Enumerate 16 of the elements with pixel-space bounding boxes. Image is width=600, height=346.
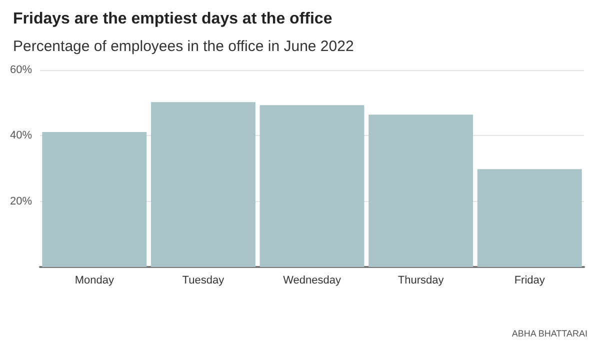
y-tick-label: 20% [10, 195, 32, 208]
y-tick-label: 60% [10, 64, 32, 76]
bar [477, 169, 582, 267]
bar [150, 102, 256, 267]
x-tick-label: Tuesday [182, 274, 225, 286]
text: ABHA BHATTARAI [512, 328, 588, 338]
bar [42, 132, 147, 267]
chart-subtitle: Percentage of employees in the office in June 2022 [13, 38, 354, 55]
x-tick-label: Thursday [398, 274, 444, 286]
chart-title: Fridays are the emptiest days at the office [13, 10, 332, 28]
x-tick-label: Friday [514, 274, 546, 286]
bar [368, 114, 474, 267]
bar [260, 105, 364, 267]
x-tick-label: Monday [74, 274, 114, 286]
x-tick-label: Wednesday [283, 274, 342, 286]
y-tick-label: 40% [10, 130, 32, 142]
